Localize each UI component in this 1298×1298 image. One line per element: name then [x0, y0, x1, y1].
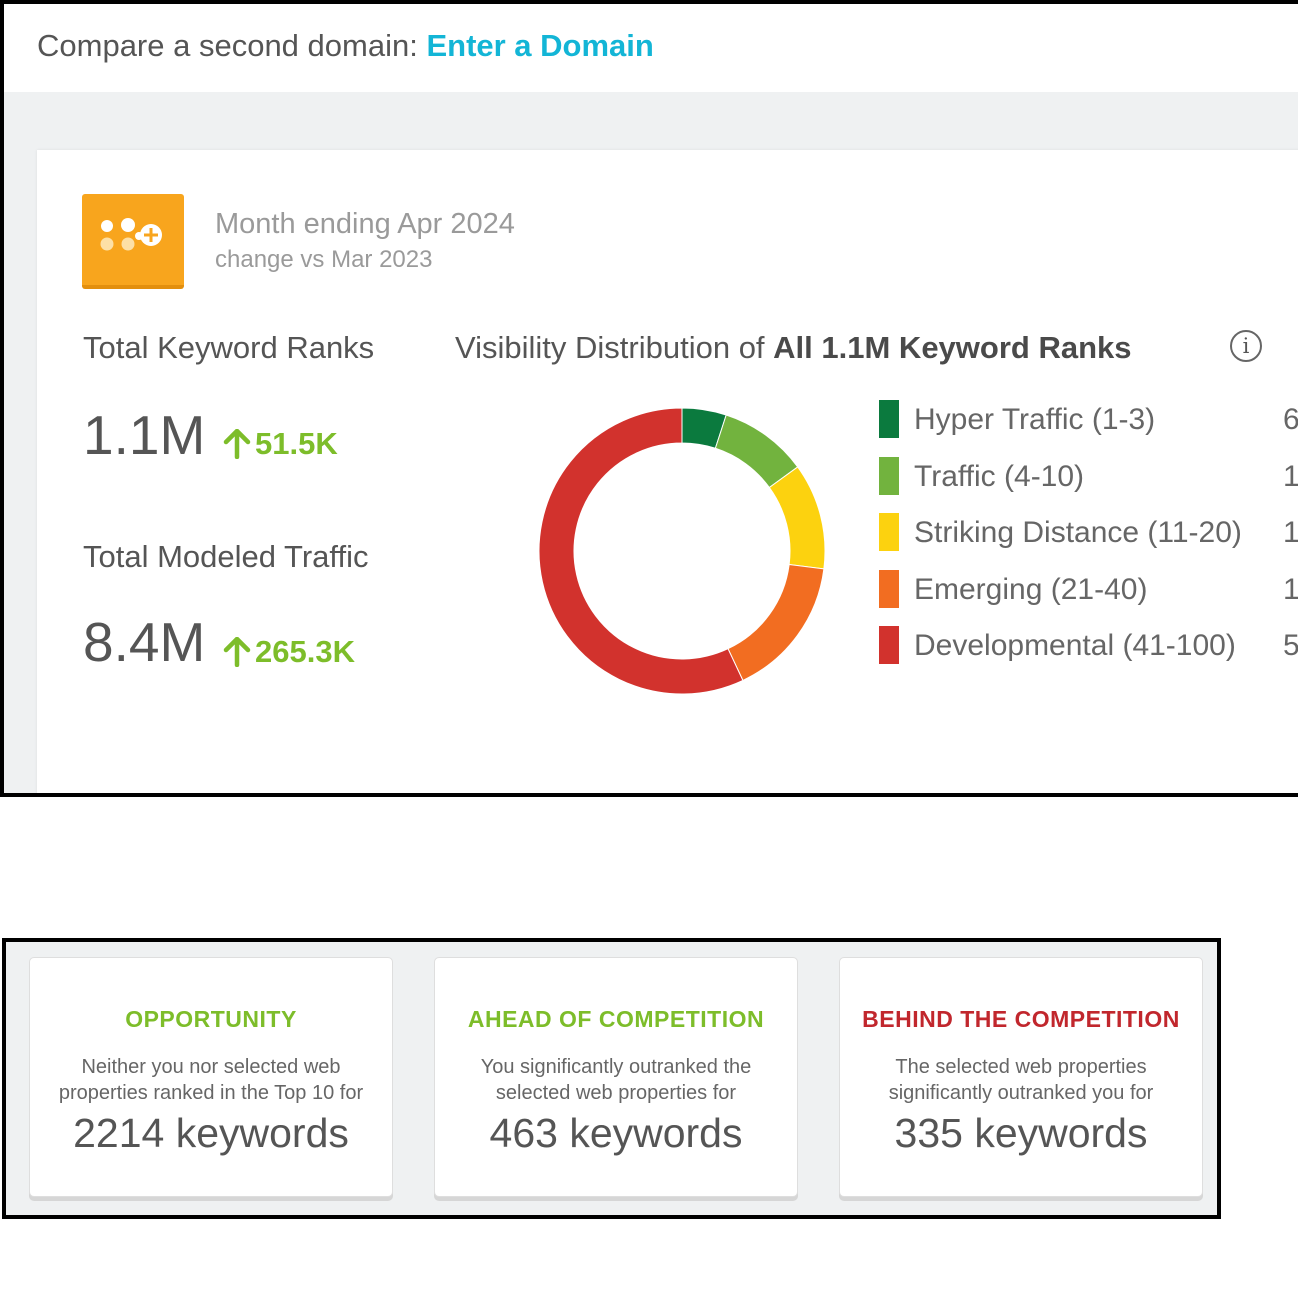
- up-arrow-icon: [223, 637, 251, 667]
- card-description-line: The selected web properties: [895, 1056, 1147, 1078]
- visibility-title-bold: All 1.1M Keyword Ranks: [773, 330, 1132, 365]
- donut-slice: [768, 466, 826, 570]
- visibility-donut-chart: [538, 407, 826, 695]
- behind-competition-card[interactable]: BEHIND THE COMPETITION The selected web …: [839, 957, 1203, 1197]
- card-description-line: significantly outranked you for: [888, 1082, 1154, 1104]
- compare-label: Compare a second domain: Enter a Domain: [37, 28, 654, 64]
- keyword-ranks-change: 51.5K: [223, 426, 338, 462]
- card-description: You significantly outranked the selected…: [445, 1054, 787, 1106]
- up-arrow-icon: [223, 429, 251, 459]
- traffic-value: 8.4M: [83, 611, 206, 673]
- card-description: The selected web properties significantl…: [850, 1054, 1192, 1106]
- legend-label: Emerging (21-40): [914, 572, 1148, 606]
- card-description-line: properties ranked in the Top 10 for: [58, 1082, 364, 1104]
- info-icon[interactable]: i: [1230, 330, 1262, 362]
- legend-label: Developmental (41-100): [914, 629, 1236, 662]
- card-keyword-count: 2214 keywords: [73, 1110, 349, 1156]
- card-keyword-count: 335 keywords: [894, 1110, 1148, 1156]
- card-description: Neither you nor selected web properties …: [40, 1054, 382, 1106]
- site-logo: [82, 194, 184, 289]
- traffic-label: Total Modeled Traffic: [83, 539, 369, 574]
- enter-domain-link[interactable]: Enter a Domain: [426, 28, 654, 63]
- legend-value: 5: [1283, 626, 1298, 666]
- legend-swatch: [879, 456, 899, 495]
- summary-card: Month ending Apr 2024 change vs Mar 2023…: [37, 150, 1298, 793]
- card-description-line: You significantly outranked the: [480, 1056, 752, 1078]
- legend-label: Traffic (4-10): [914, 459, 1085, 493]
- traffic-change-value: 265.3K: [255, 634, 355, 669]
- dots-plus-logo-icon: [100, 218, 162, 251]
- donut-slice: [727, 563, 825, 682]
- compare-prefix: Compare a second domain:: [37, 28, 418, 63]
- keyword-ranks-value: 1.1M: [83, 404, 206, 466]
- legend-value: 6: [1283, 400, 1298, 440]
- visibility-title: Visibility Distribution of All 1.1M Keyw…: [455, 330, 1132, 366]
- keyword-ranks-change-value: 51.5K: [255, 426, 338, 461]
- card-description-line: Neither you nor selected web: [81, 1056, 341, 1078]
- compare-bar: Compare a second domain: Enter a Domain: [4, 4, 1298, 92]
- traffic-change: 265.3K: [223, 634, 355, 670]
- overview-panel: Compare a second domain: Enter a Domain …: [0, 0, 1298, 797]
- legend-value: 1: [1283, 570, 1298, 610]
- period-subtitle: change vs Mar 2023: [215, 246, 433, 273]
- period-title: Month ending Apr 2024: [215, 208, 515, 240]
- card-title: BEHIND THE COMPETITION: [862, 1006, 1180, 1032]
- card-keyword-count: 463 keywords: [489, 1110, 743, 1156]
- donut-slice: [538, 407, 744, 695]
- legend-swatch: [879, 626, 899, 664]
- legend-swatch: [879, 569, 899, 608]
- legend-value: 1: [1283, 513, 1298, 553]
- visibility-title-prefix: Visibility Distribution of: [455, 330, 765, 365]
- ahead-of-competition-card[interactable]: AHEAD OF COMPETITION You significantly o…: [434, 957, 798, 1197]
- competition-panel: OPPORTUNITY Neither you nor selected web…: [2, 938, 1221, 1219]
- legend-label: Hyper Traffic (1-3): [914, 403, 1156, 436]
- opportunity-card[interactable]: OPPORTUNITY Neither you nor selected web…: [29, 957, 393, 1197]
- card-title: AHEAD OF COMPETITION: [467, 1006, 765, 1032]
- card-title: OPPORTUNITY: [125, 1006, 297, 1032]
- card-description-line: selected web properties for: [495, 1082, 737, 1104]
- legend-value: 1: [1283, 457, 1298, 497]
- keyword-ranks-label: Total Keyword Ranks: [83, 330, 375, 365]
- legend-swatch: [879, 513, 899, 551]
- legend-label: Striking Distance (11-20): [914, 516, 1242, 549]
- legend-swatch: [879, 400, 899, 438]
